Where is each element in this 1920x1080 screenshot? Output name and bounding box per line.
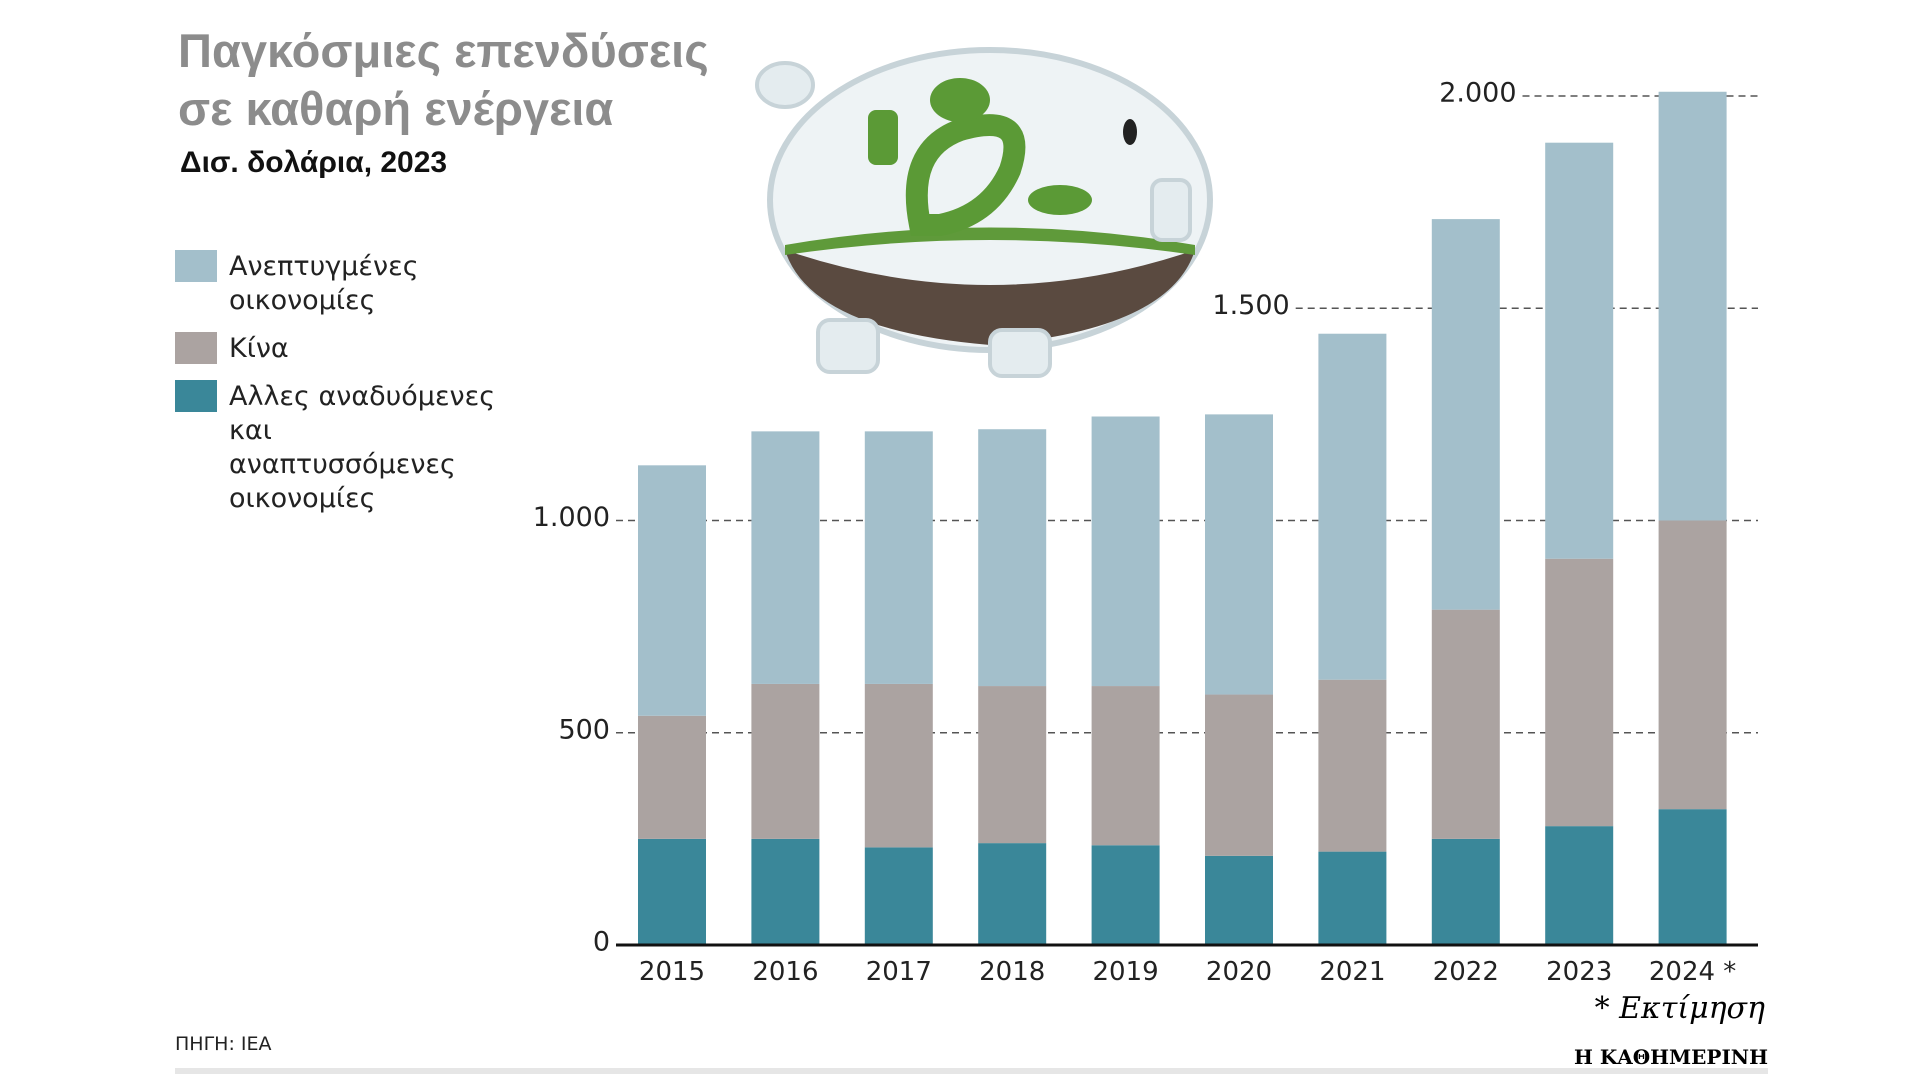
x-tick-label: 2020 <box>1206 957 1272 987</box>
bar-segment <box>1545 558 1614 827</box>
bar-segment <box>1318 851 1387 945</box>
x-tick-label: 2022 <box>1433 957 1499 987</box>
legend: Ανεπτυγμένες οικονομίες Κίνα Αλλες αναδυόμ… <box>175 250 505 530</box>
bar-segment <box>751 838 820 945</box>
bar-segment <box>978 843 1047 945</box>
bar-segment <box>1318 333 1387 680</box>
bar-segment <box>1545 826 1614 945</box>
y-tick-label: 2.000 <box>1439 78 1516 109</box>
bar-segment <box>1658 91 1727 521</box>
footnote: * Εκτίμηση <box>1595 991 1765 1026</box>
bar-segment <box>1658 520 1727 810</box>
bar-segment <box>638 715 706 839</box>
legend-label: Ανεπτυγμένες οικονομίες <box>229 251 419 316</box>
legend-swatch <box>175 250 217 282</box>
bar-segment <box>1091 686 1160 846</box>
legend-item: Ανεπτυγμένες οικονομίες <box>175 250 505 318</box>
chart-title: Παγκόσμιες επενδύσεις σε καθαρή ενέργεια <box>178 24 709 135</box>
bar-segment <box>1091 845 1160 945</box>
bar-segment <box>1431 219 1500 610</box>
bar-segment <box>638 465 706 716</box>
bar-segment <box>638 838 706 945</box>
bar-segment <box>978 429 1047 687</box>
chart-subtitle: Δισ. δολάρια, 2023 <box>180 146 448 179</box>
legend-item: Κίνα <box>175 332 505 366</box>
legend-label: Κίνα <box>229 333 289 364</box>
bar-segment <box>1205 414 1273 695</box>
legend-swatch <box>175 380 217 412</box>
x-tick-label: 2024 * <box>1649 957 1736 987</box>
x-tick-label: 2015 <box>639 957 705 987</box>
bar-segment <box>864 683 933 848</box>
x-tick-label: 2023 <box>1546 957 1612 987</box>
bar-segment <box>864 431 933 684</box>
bar-segment <box>751 431 820 684</box>
x-tick-label: 2018 <box>979 957 1045 987</box>
bar-segment <box>1318 679 1387 852</box>
bar-segment <box>1431 609 1500 839</box>
publisher: Η ΚΑΘΗΜΕΡΙΝΗ <box>1574 1045 1768 1069</box>
y-tick-label: 1.000 <box>533 502 610 533</box>
piggy-bank-illustration <box>755 47 1213 378</box>
bar-segment <box>978 686 1047 844</box>
legend-label: Αλλες αναδυόμενες και αναπτυσσόμενες οικ… <box>229 381 496 514</box>
x-tick-label: 2017 <box>866 957 932 987</box>
legend-item: Αλλες αναδυόμενες και αναπτυσσόμενες οικ… <box>175 380 505 516</box>
bar-segment <box>864 847 933 945</box>
x-tick-label: 2016 <box>752 957 818 987</box>
source: ΠΗΓΗ: IEA <box>175 1033 272 1055</box>
x-tick-label: 2019 <box>1093 957 1159 987</box>
bar-segment <box>1091 416 1160 687</box>
legend-swatch <box>175 332 217 364</box>
bar-segment <box>1205 855 1273 945</box>
bar-segment <box>751 683 820 839</box>
y-tick-label: 1.500 <box>1212 290 1289 321</box>
y-tick-label: 0 <box>593 927 610 958</box>
y-tick-label: 500 <box>558 714 610 745</box>
bar-segment <box>1545 142 1614 559</box>
bar-segment <box>1431 838 1500 945</box>
x-tick-label: 2021 <box>1319 957 1385 987</box>
bar-segment <box>1205 694 1273 856</box>
bar-segment <box>1658 809 1727 945</box>
